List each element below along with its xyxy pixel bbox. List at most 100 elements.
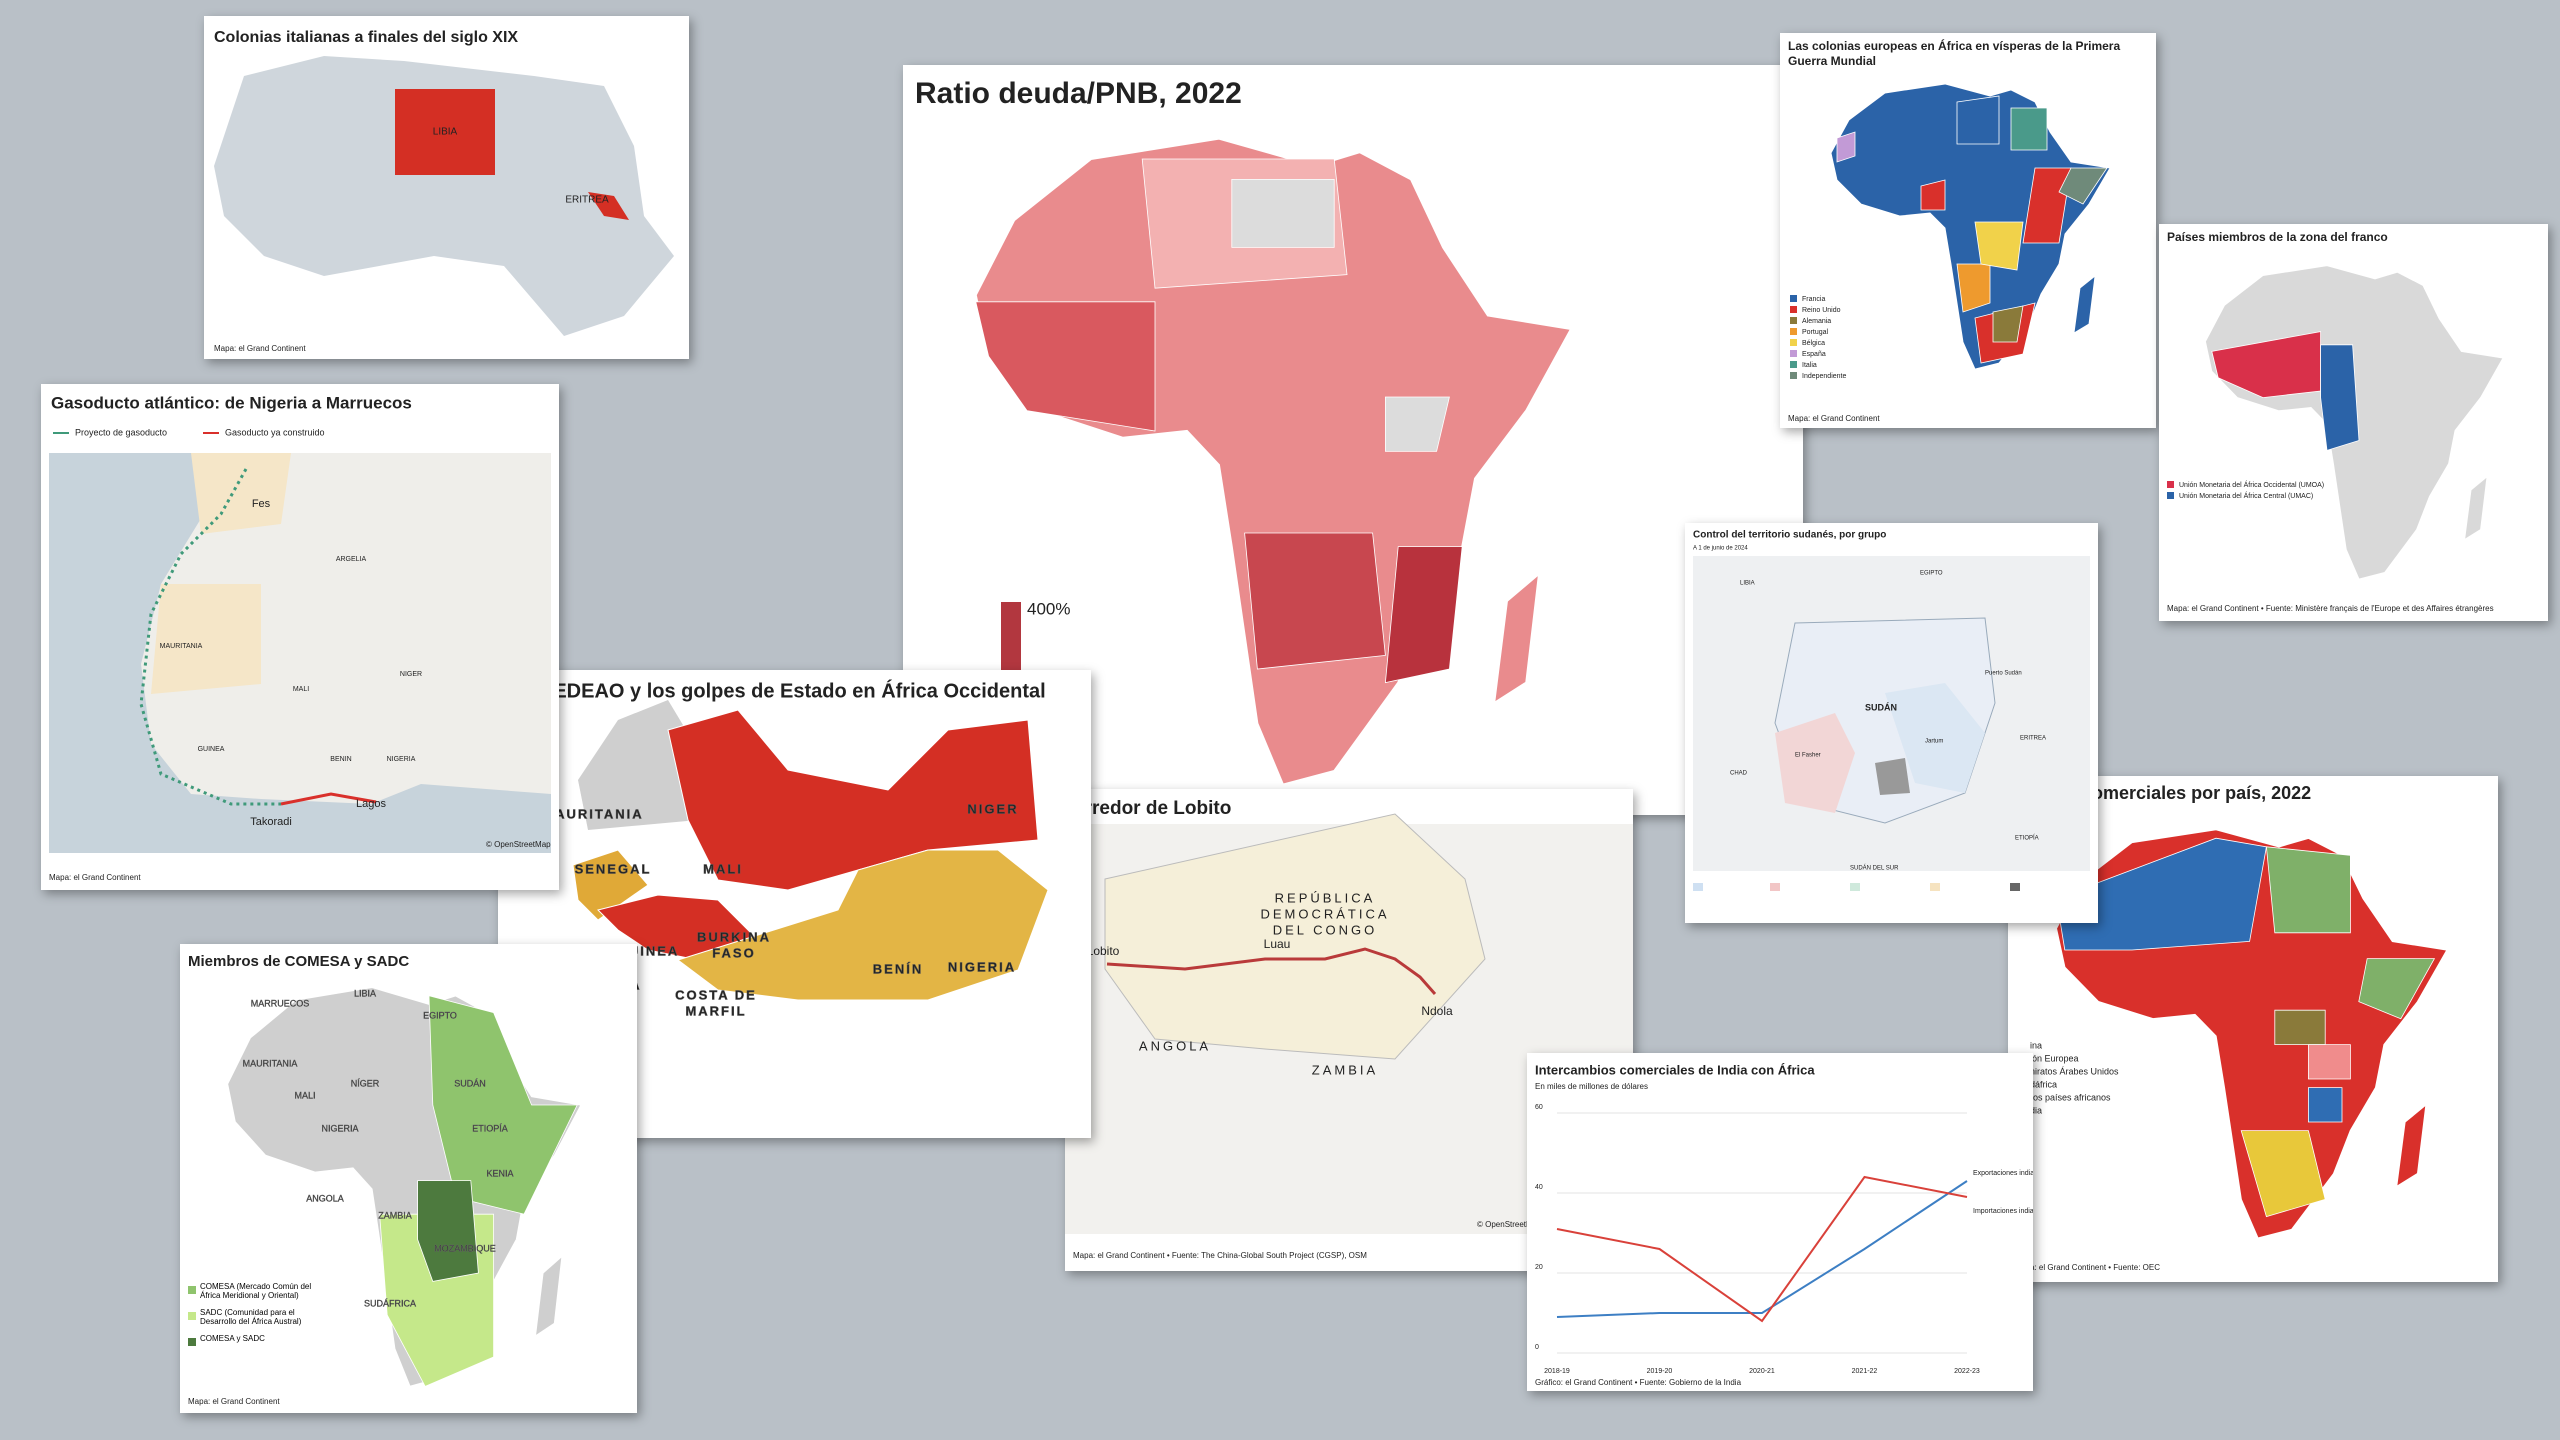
source: a: el Grand Continent • Fuente: OEC [2030, 1263, 2160, 1272]
legend-swatch [1790, 328, 1797, 335]
label: MARFIL [685, 1003, 746, 1018]
label: Fes [252, 498, 271, 510]
scale-label: 400% [1027, 599, 1070, 618]
pipeline-map: Gasoducto atlántico: de Nigeria a Marrue… [49, 393, 551, 882]
label: CHAD [1730, 771, 1748, 777]
region [2211, 331, 2322, 399]
region [667, 709, 1039, 891]
legend-swatch [2010, 883, 2020, 891]
region [1956, 95, 2000, 145]
label: DEMOCRÁTICA [1260, 906, 1389, 921]
y-tick-label: 20 [1535, 1264, 1543, 1271]
label: ERITREA [565, 195, 609, 206]
region [2307, 1044, 2351, 1080]
label: BENIN [330, 756, 351, 763]
label: NIGERIA [387, 756, 416, 763]
card-title: Las colonias europeas en África en víspe… [1788, 38, 2120, 53]
legend-label: España [1802, 351, 1826, 358]
label: EGIPTO [1920, 571, 1943, 577]
label: ARGELIA [336, 556, 367, 563]
label: MALI [294, 1090, 315, 1100]
source: Mapa: el Grand Continent • Fuente: The C… [1073, 1251, 1367, 1260]
region [1956, 263, 1991, 313]
legend-box: SADC (Comunidad para el Desarrollo del Á… [200, 1308, 301, 1326]
label: BENÍN [873, 961, 923, 976]
legend-label: COMESA (Mercado Común del África Meridio… [200, 1282, 312, 1300]
y-tick-label: 40 [1535, 1184, 1543, 1191]
label: FASO [712, 945, 755, 960]
region [2240, 1130, 2326, 1218]
card-title: Gasoducto atlántico: de Nigeria a Marrue… [51, 393, 412, 412]
legend-swatch [1770, 883, 1780, 891]
label: LIBIA [1740, 581, 1755, 587]
european-map: Las colonias europeas en África en víspe… [1788, 38, 2120, 423]
label: Puerto Sudán [1985, 671, 2022, 677]
legend-label: dia [2030, 1105, 2042, 1115]
subtitle: En miles de millones de dólares [1535, 1082, 1648, 1091]
region [1992, 305, 2024, 343]
region [395, 89, 495, 175]
cedeao-map: La CEDEAO y los golpes de Estado en Áfri… [510, 679, 1049, 1019]
label: MALI [293, 686, 309, 693]
franc-map: Países miembros de la zona del franco Uni… [2167, 230, 2504, 613]
label: COSTA DE [675, 987, 757, 1002]
legend-swatch [188, 1286, 196, 1294]
region [1104, 813, 1486, 1060]
label: NIGER [967, 801, 1018, 816]
label: Lobito [1087, 944, 1120, 958]
franc-card: Países miembros de la zona del franco Uni… [2159, 224, 2548, 621]
label: Lagos [356, 798, 386, 810]
legend-box: COMESA y SADC [200, 1334, 265, 1343]
trade-card: socios comerciales por país, 2022 ina ión … [2008, 776, 2498, 1282]
cedeao-card: La CEDEAO y los golpes de Estado en Áfri… [498, 670, 1091, 1138]
legend-swatch [188, 1312, 196, 1320]
card-title: Ratio deuda/PNB, 2022 [915, 77, 1242, 110]
legend-label: Bélgica [1802, 340, 1825, 347]
region [1885, 683, 1985, 793]
region [2320, 344, 2360, 451]
credit: © OpenStreetMap [1477, 1220, 1542, 1229]
pipeline-built [280, 792, 377, 806]
label: EGIPTO [423, 1010, 457, 1020]
region [1384, 546, 1463, 684]
label: LIBIA [354, 988, 376, 998]
label: ETIOPÍA [2015, 835, 2039, 842]
label: MAURITANIA [542, 806, 643, 821]
label: KENIA [486, 1168, 513, 1178]
region [428, 995, 578, 1215]
label: SUDÁN [454, 1078, 486, 1088]
region [1836, 131, 1856, 163]
region [1875, 758, 1910, 795]
region [2307, 1087, 2343, 1123]
region [141, 453, 551, 804]
comesa-card: Miembros de COMESA y SADC MARRUECOS LIBIA E… [180, 944, 637, 1413]
label: MAURITANIA [160, 643, 203, 650]
label: Luau [1264, 937, 1291, 951]
series-line [1556, 1180, 1968, 1318]
source: Mapa: el Grand Continent [1788, 414, 1880, 423]
railway [1106, 947, 1437, 995]
legend-swatch [2167, 492, 2174, 499]
legend-swatch [1693, 883, 1703, 891]
region [572, 849, 649, 921]
legend-label: Exportaciones indias [1973, 1170, 2033, 1177]
region [191, 453, 291, 534]
pipeline-project [139, 468, 281, 806]
region [1775, 713, 1855, 813]
label: LIBIA [433, 127, 458, 138]
x-tick-label: 2022-23 [1954, 1368, 1980, 1375]
source: Mapa: el Grand Continent [214, 344, 306, 353]
source: Gráfico: el Grand Continent • Fuente: Go… [1535, 1378, 1742, 1387]
legend-swatch [188, 1338, 196, 1346]
region [975, 301, 1156, 432]
x-tick-label: 2018-19 [1544, 1368, 1570, 1375]
legend-swatch [1850, 883, 1860, 891]
region [1920, 179, 1946, 211]
legend-swatch [2167, 481, 2174, 488]
region [1244, 532, 1386, 670]
legend-label: Importaciones indias [1973, 1208, 2033, 1215]
label: SUDÁN DEL SUR [1850, 865, 1899, 872]
series-line [1556, 1175, 1968, 1323]
region [417, 1180, 479, 1282]
